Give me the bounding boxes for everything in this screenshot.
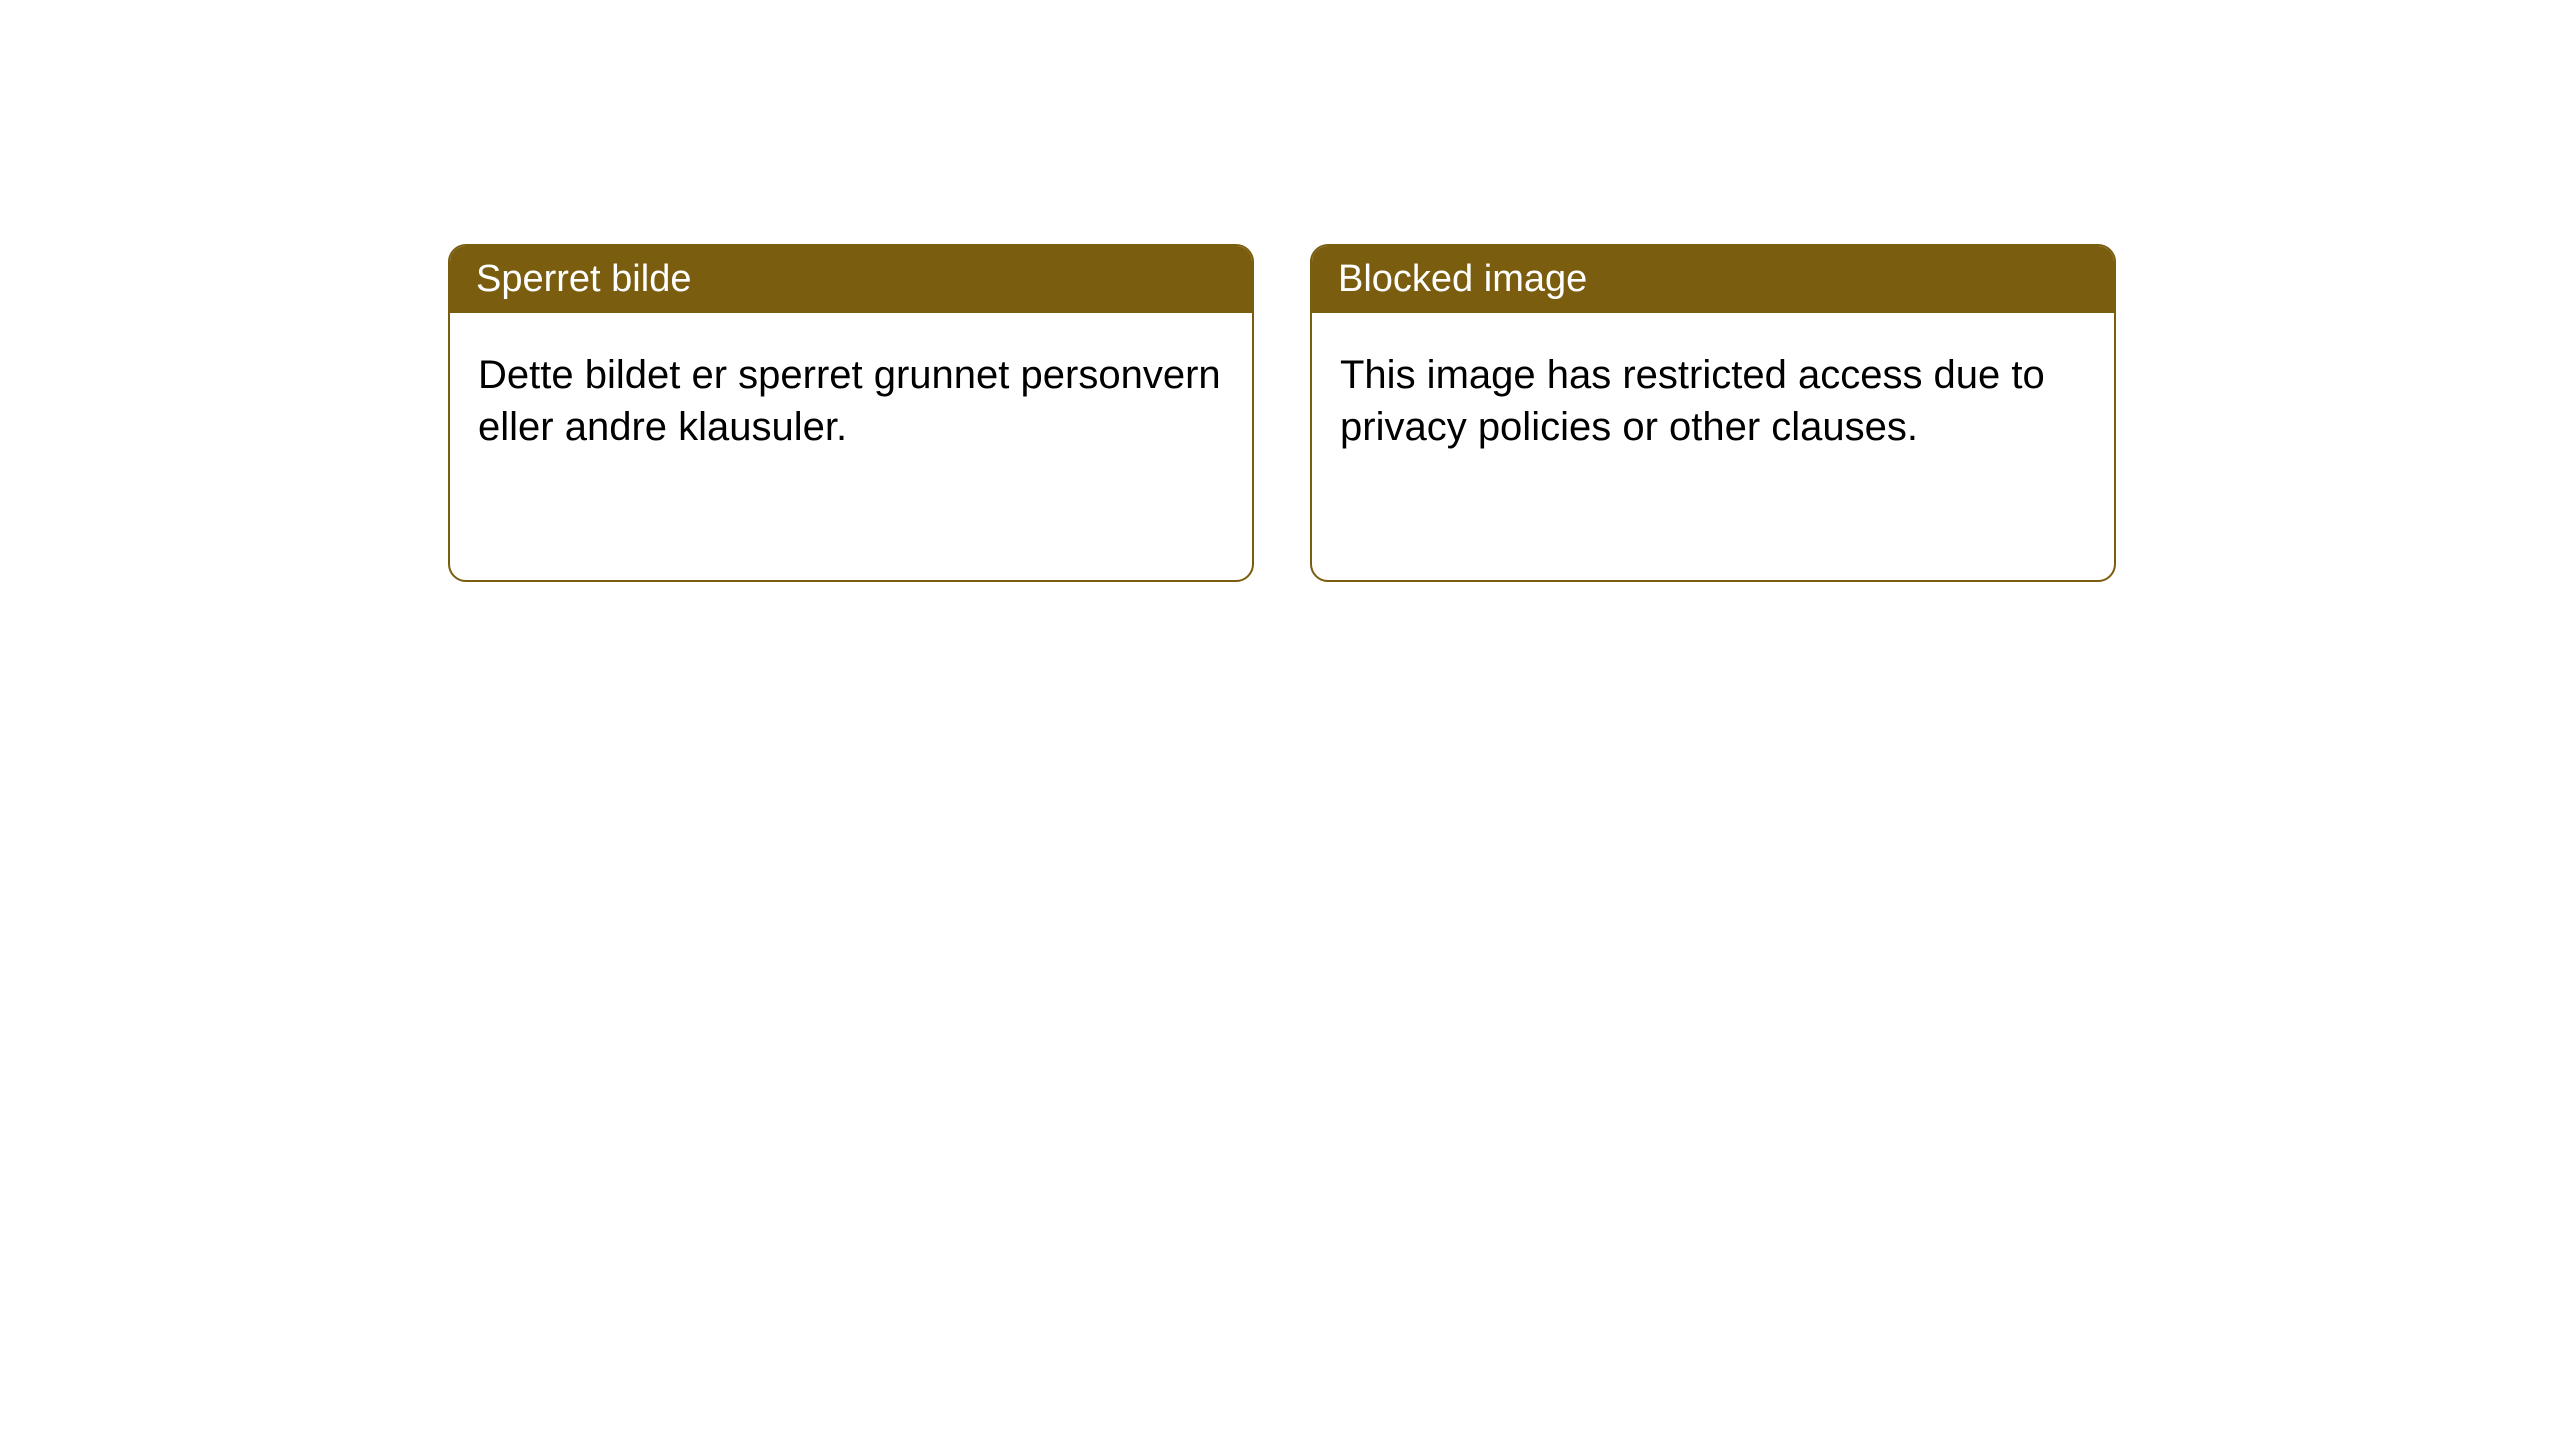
notice-body: Dette bildet er sperret grunnet personve… <box>450 313 1252 489</box>
notice-body: This image has restricted access due to … <box>1312 313 2114 489</box>
notice-title-text: Blocked image <box>1338 258 1587 300</box>
notice-title-text: Sperret bilde <box>476 258 691 300</box>
notice-body-text: This image has restricted access due to … <box>1340 353 2045 449</box>
notice-card-norwegian: Sperret bilde Dette bildet er sperret gr… <box>448 244 1254 582</box>
notice-header: Sperret bilde <box>450 246 1252 313</box>
notice-card-english: Blocked image This image has restricted … <box>1310 244 2116 582</box>
notice-header: Blocked image <box>1312 246 2114 313</box>
notice-container: Sperret bilde Dette bildet er sperret gr… <box>448 244 2116 582</box>
notice-body-text: Dette bildet er sperret grunnet personve… <box>478 353 1221 449</box>
